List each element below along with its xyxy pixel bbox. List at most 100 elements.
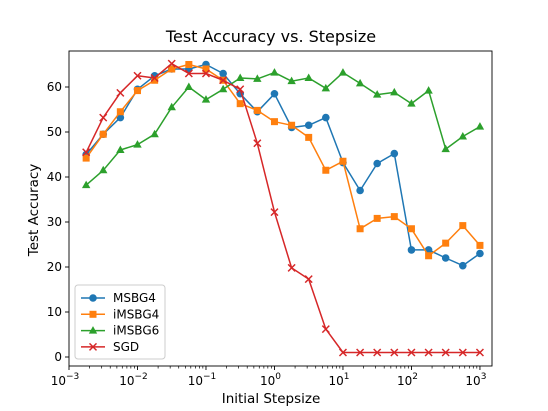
data-point-imsbg6-12	[287, 76, 296, 85]
x-tick-label-3: 100	[260, 372, 281, 388]
data-point-imsbg4-20	[425, 252, 433, 260]
data-point-imsbg6-2	[116, 145, 125, 153]
data-point-imsbg4-13	[305, 133, 313, 141]
legend-marker-sgd	[88, 342, 98, 351]
x-tick-label-1: 10−2	[119, 372, 148, 388]
chart-title: Test Accuracy vs. Stepsize	[165, 27, 376, 46]
data-point-sgd-21	[441, 348, 450, 357]
data-point-imsbg4-4	[151, 76, 159, 84]
data-point-imsbg6-14	[321, 83, 331, 92]
data-point-msbg4-11	[270, 89, 279, 98]
data-point-msbg4-16	[356, 186, 364, 195]
legend: MSBG4 iMSBG4 iMSBG6 SGD	[74, 284, 166, 360]
data-point-sgd-3	[133, 71, 142, 80]
data-point-imsbg4-19	[407, 225, 415, 233]
legend-label-imsbg6: iMSBG6	[113, 324, 159, 338]
data-point-sgd-9	[236, 85, 245, 94]
axes-layer: 10−3 10−2 10−1 100 101 102 103 0 10 20 30 40 50 60	[47, 50, 493, 388]
data-point-sgd-16	[356, 348, 365, 357]
y-tick-label-2: 20	[47, 260, 62, 274]
data-point-sgd-22	[458, 348, 467, 357]
data-point-msbg4-21	[441, 254, 450, 262]
data-point-imsbg4-7	[202, 65, 210, 73]
data-point-sgd-3-stroke-b	[133, 71, 142, 80]
legend-label-msbg4: MSBG4	[113, 291, 156, 305]
data-point-sgd-12-stroke-b	[287, 263, 296, 272]
y-tick-label-5: 50	[47, 125, 62, 139]
data-point-sgd-23-stroke-b	[475, 348, 484, 357]
data-point-imsbg6-0	[81, 180, 91, 189]
data-point-imsbg4-14	[322, 166, 330, 174]
data-point-sgd-7	[201, 69, 211, 78]
x-tick-label-6: 103	[465, 372, 486, 388]
data-point-imsbg6-6	[184, 82, 194, 90]
data-point-imsbg4-9	[236, 100, 244, 108]
y-tick-label-6: 60	[47, 80, 62, 94]
data-point-imsbg6-19	[407, 99, 416, 107]
y-axis-title: Test Accuracy	[26, 164, 42, 258]
data-point-imsbg6-21	[441, 144, 450, 153]
data-point-sgd-12	[287, 263, 296, 272]
data-point-sgd-20-stroke-b	[424, 348, 433, 357]
data-point-imsbg6-15	[338, 68, 348, 76]
data-point-imsbg6-17	[372, 90, 382, 98]
data-point-imsbg6-4	[150, 129, 159, 138]
x-tick-label-5: 102	[397, 372, 418, 388]
data-point-sgd-11-stroke-b	[270, 208, 279, 217]
data-point-imsbg4-15	[339, 157, 347, 165]
x-tick-label-2: 10−1	[188, 372, 217, 388]
x-axis-title: Initial Stepsize	[222, 391, 321, 407]
data-point-imsbg6-9	[236, 73, 245, 81]
data-point-sgd-2-stroke-b	[116, 88, 125, 97]
data-point-sgd-1-stroke-b	[99, 113, 108, 122]
data-point-sgd-10-stroke-b	[253, 139, 262, 148]
data-point-sgd-10	[253, 139, 262, 148]
data-point-imsbg4-0	[82, 154, 90, 162]
data-point-sgd-14-stroke-b	[321, 325, 330, 334]
data-point-sgd-4	[150, 73, 159, 83]
data-point-imsbg4-16	[356, 225, 364, 233]
data-point-imsbg4-10	[253, 106, 261, 114]
data-point-sgd-8-stroke-b	[219, 76, 228, 85]
data-point-sgd-17	[373, 348, 382, 357]
data-point-sgd-17-stroke-b	[373, 348, 382, 357]
data-point-imsbg4-5	[168, 65, 176, 73]
data-point-sgd-6-stroke-b	[184, 69, 193, 78]
data-point-sgd-19	[407, 348, 416, 357]
data-point-sgd-8	[219, 76, 228, 85]
legend-marker-sgd-stroke-b	[88, 342, 98, 351]
data-point-msbg4-14	[322, 113, 330, 122]
data-point-imsbg4-1	[99, 130, 107, 138]
data-point-imsbg6-18	[390, 87, 399, 96]
series-line-sgd	[85, 62, 480, 354]
data-point-sgd-19-stroke-b	[407, 348, 416, 357]
data-point-sgd-13	[304, 275, 313, 284]
legend-label-imsbg4: iMSBG4	[113, 307, 159, 321]
x-tick-label-0: 10−3	[51, 372, 80, 388]
data-point-sgd-22-stroke-b	[458, 348, 467, 357]
data-point-imsbg4-18	[390, 213, 398, 221]
data-point-imsbg6-10	[253, 74, 262, 82]
y-tick-label-3: 30	[47, 215, 62, 229]
data-point-imsbg4-22	[459, 222, 467, 230]
data-point-msbg4-2	[116, 113, 125, 122]
y-tick-label-4: 40	[47, 170, 62, 184]
data-point-imsbg6-16	[355, 78, 365, 87]
data-point-imsbg4-2	[116, 108, 124, 116]
series-layer	[81, 59, 485, 357]
data-point-msbg4-23	[476, 249, 484, 258]
data-point-imsbg6-5	[167, 102, 176, 111]
plot-frame	[68, 50, 493, 367]
data-point-sgd-15	[338, 348, 347, 357]
y-tick-label-1: 10	[47, 305, 62, 319]
data-point-imsbg4-6	[185, 61, 193, 68]
data-point-sgd-13-stroke-b	[304, 275, 313, 284]
data-point-sgd-15-stroke-b	[338, 348, 347, 357]
data-point-imsbg4-23	[476, 241, 484, 249]
data-point-sgd-18-stroke-b	[390, 348, 399, 357]
data-point-imsbg6-20	[424, 86, 433, 94]
data-point-imsbg4-3	[133, 87, 141, 95]
data-point-imsbg6-13	[304, 73, 313, 81]
data-point-sgd-0	[82, 148, 91, 157]
